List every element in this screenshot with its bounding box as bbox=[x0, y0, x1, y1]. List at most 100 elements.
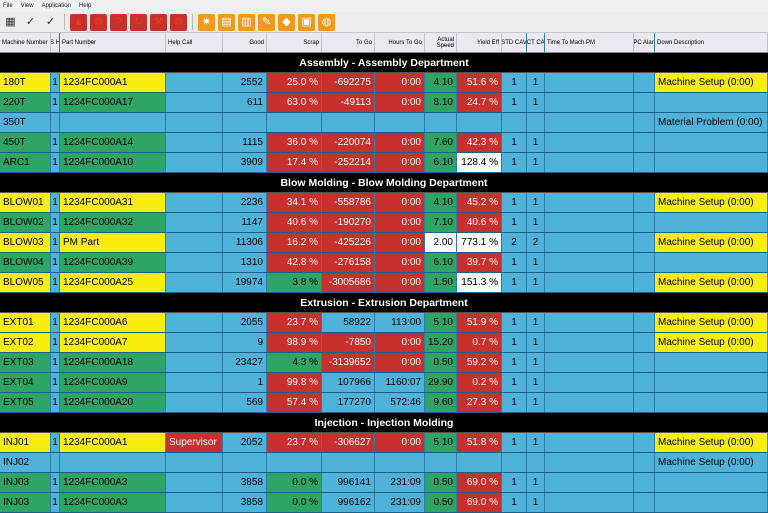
grid-icon[interactable]: ▦ bbox=[5, 15, 16, 28]
table-row[interactable]: BLOW05 1 1234FC000A25 19974 3.8 % -3005686 0:0… bbox=[0, 273, 768, 293]
cell-part bbox=[60, 453, 166, 472]
table-row[interactable]: INJ02 Machine Setup (0:00) bbox=[0, 453, 768, 473]
cell-good: 11306 bbox=[223, 233, 267, 252]
cell-speed: 4.10 bbox=[425, 193, 457, 212]
table-row[interactable]: 220T 1 1234FC000A17 611 63.0 % -49113 0:00 8.10… bbox=[0, 93, 768, 113]
table-row[interactable]: EXT02 1 1234FC000A7 9 98.9 % -7850 0:00 15.20 0.… bbox=[0, 333, 768, 353]
cell-part: 1234FC000A32 bbox=[60, 213, 166, 232]
warning-icon[interactable]: ▲ bbox=[70, 13, 87, 31]
cell-good: 569 bbox=[223, 393, 267, 412]
cell-good: 19974 bbox=[223, 273, 267, 292]
cell-yield: 42.3 % bbox=[457, 133, 502, 152]
cell-spc bbox=[634, 453, 655, 472]
menu-file[interactable]: File bbox=[3, 3, 13, 9]
cell-hours bbox=[375, 453, 425, 472]
table-row[interactable]: BLOW02 1 1234FC000A32 1147 40.6 % -190270 0:00… bbox=[0, 213, 768, 233]
robot-arm-icon[interactable]: ⚒ bbox=[150, 13, 167, 31]
cell-pm bbox=[545, 253, 634, 272]
cell-speed: 7.10 bbox=[425, 213, 457, 232]
table-row[interactable]: BLOW03 1 PM Part 11306 16.2 % -425226 0:00 2.00… bbox=[0, 233, 768, 253]
header-hours[interactable]: Hours To Go bbox=[375, 33, 425, 52]
cell-speed: 0.50 bbox=[425, 353, 457, 372]
document-icon[interactable]: ▤ bbox=[218, 13, 235, 31]
header-spc[interactable]: SPC Alarm bbox=[634, 33, 655, 52]
cell-speed bbox=[425, 113, 457, 132]
table-row[interactable]: ARC1 1 1234FC000A10 3909 17.4 % -252214 0:00 6.… bbox=[0, 153, 768, 173]
table-row[interactable]: EXT03 1 1234FC000A18 23427 4.3 % -3139652 0:00… bbox=[0, 353, 768, 373]
header-part[interactable]: Part Number bbox=[60, 33, 166, 52]
wrench-icon[interactable]: ✎ bbox=[258, 13, 275, 31]
cell-scrap: 40.6 % bbox=[267, 213, 322, 232]
tag-icon[interactable]: ◆ bbox=[278, 13, 295, 31]
cell-scrap: 17.4 % bbox=[267, 153, 322, 172]
table-row[interactable]: BLOW01 1 1234FC000A31 2236 34.1 % -558786 0:00… bbox=[0, 193, 768, 213]
header-help[interactable]: Help Call bbox=[166, 33, 223, 52]
table-row[interactable]: 350T Material Problem (0:00) bbox=[0, 113, 768, 133]
panel-icon[interactable]: ▣ bbox=[298, 13, 315, 31]
toolbar-separator bbox=[192, 14, 193, 30]
header-down[interactable]: Down Description bbox=[655, 33, 768, 52]
help-icon[interactable]: ? bbox=[110, 13, 127, 31]
report-icon[interactable]: ▥ bbox=[238, 13, 255, 31]
cell-std: 1 bbox=[502, 333, 527, 352]
cell-help: Supervisor bbox=[166, 433, 223, 452]
cell-speed: 1.50 bbox=[425, 273, 457, 292]
cell-std: 1 bbox=[502, 213, 527, 232]
settings-icon[interactable]: ⚙ bbox=[170, 13, 187, 31]
table-row[interactable]: EXT01 1 1234FC000A6 2055 23.7 % 58922 113:00 5.… bbox=[0, 313, 768, 333]
header-scrap[interactable]: Scrap bbox=[267, 33, 322, 52]
table-row[interactable]: BLOW04 1 1234FC000A39 1310 42.8 % -276158 0:00… bbox=[0, 253, 768, 273]
cell-machine: 350T bbox=[0, 113, 51, 132]
header-togo[interactable]: To Go bbox=[322, 33, 375, 52]
refresh-icon[interactable]: ↻ bbox=[130, 13, 147, 31]
table-row[interactable]: 450T 1 1234FC000A14 1115 36.0 % -220074 0:00 7.… bbox=[0, 133, 768, 153]
cell-speed: 29.90 bbox=[425, 373, 457, 392]
header-speed[interactable]: Actual Speed bbox=[425, 33, 457, 52]
header-yield[interactable]: Yield Eff bbox=[457, 33, 502, 52]
checklist-all-icon[interactable]: ✓ bbox=[45, 15, 56, 28]
cell-part: 1234FC000A6 bbox=[60, 313, 166, 332]
header-good[interactable]: Good bbox=[223, 33, 267, 52]
table-row[interactable]: EXT04 1 1234FC000A9 1 99.8 % 107966 1160:07 29.… bbox=[0, 373, 768, 393]
department-header: Injection - Injection Molding bbox=[0, 413, 768, 433]
menu-view[interactable]: View bbox=[20, 3, 34, 9]
header-std[interactable]: STD CAV bbox=[502, 33, 527, 52]
cell-sh: 1 bbox=[51, 93, 60, 112]
menu-help[interactable]: Help bbox=[78, 3, 92, 9]
globe-icon[interactable]: ◍ bbox=[318, 13, 335, 31]
burst-icon[interactable]: ✷ bbox=[198, 13, 215, 31]
cell-togo: 177270 bbox=[322, 393, 375, 412]
cell-sh: 1 bbox=[51, 133, 60, 152]
cell-spc bbox=[634, 153, 655, 172]
table-row[interactable]: INJ03 1 1234FC000A3 3858 0.0 % 996162 231:09 0.… bbox=[0, 493, 768, 513]
machine-table: Assembly - Assembly Department 180T 1 1234F… bbox=[0, 53, 768, 513]
cell-hours: 0:00 bbox=[375, 433, 425, 452]
cell-pm bbox=[545, 493, 634, 512]
search-alert-icon[interactable]: ⚙ bbox=[90, 13, 107, 31]
cell-hours: 572:46 bbox=[375, 393, 425, 412]
cell-machine: BLOW05 bbox=[0, 273, 51, 292]
cell-good: 9 bbox=[223, 333, 267, 352]
table-row[interactable]: INJ01 1 1234FC000A1 Supervisor 2052 23.7 % -30… bbox=[0, 433, 768, 453]
table-row[interactable]: INJ03 1 1234FC000A3 3858 0.0 % 996141 231:09 0.… bbox=[0, 473, 768, 493]
header-sh[interactable]: S H bbox=[51, 33, 60, 52]
cell-act: 1 bbox=[527, 333, 545, 352]
cell-machine: INJ02 bbox=[0, 453, 51, 472]
cell-hours: 0:00 bbox=[375, 213, 425, 232]
cell-machine: BLOW03 bbox=[0, 233, 51, 252]
toolbar: ▦ ✓ ✓ ▲ ⚙? ↻ ⚒ ⚙ ✷ ▤ ▥ ✎ ◆ ▣ ◍ bbox=[0, 12, 768, 33]
cell-scrap: 25.0 % bbox=[267, 73, 322, 92]
cell-yield bbox=[457, 453, 502, 472]
cell-sh bbox=[51, 453, 60, 472]
cell-togo: -306627 bbox=[322, 433, 375, 452]
cell-sh bbox=[51, 113, 60, 132]
header-pm[interactable]: Time To Mach PM bbox=[545, 33, 634, 52]
table-row[interactable]: EXT05 1 1234FC000A20 569 57.4 % 177270 572:46 9… bbox=[0, 393, 768, 413]
header-machine[interactable]: Machine Number bbox=[0, 33, 51, 52]
checklist-icon[interactable]: ✓ bbox=[25, 15, 36, 28]
header-act[interactable]: ACT CAV bbox=[527, 33, 545, 52]
table-row[interactable]: 180T 1 1234FC000A1 2552 25.0 % -692275 0:00 4.1… bbox=[0, 73, 768, 93]
cell-yield: 45.2 % bbox=[457, 193, 502, 212]
menu-application[interactable]: Application bbox=[41, 3, 71, 9]
cell-speed: 0.50 bbox=[425, 493, 457, 512]
